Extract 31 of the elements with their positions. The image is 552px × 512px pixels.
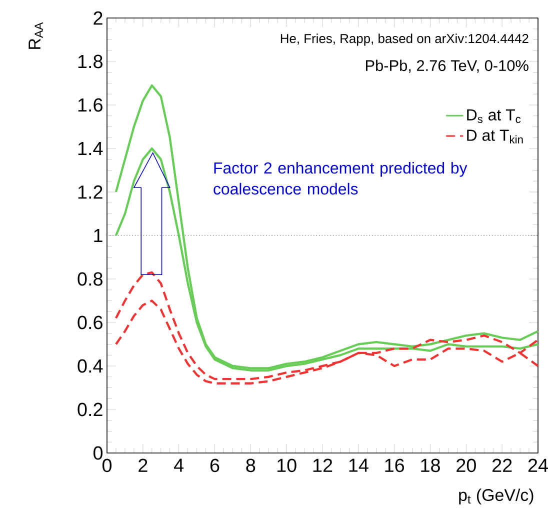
y-tick-label: 1.2 [78, 185, 102, 199]
x-tick-label: 6 [210, 458, 220, 472]
x-tick-label: 10 [277, 458, 296, 472]
x-tick-label: 12 [313, 458, 332, 472]
legend-label: D at T$_{kin}$ [467, 130, 523, 144]
y-tick-label: 0.4 [78, 359, 103, 373]
x-tick-label: 24 [528, 458, 548, 472]
y-tick-label: 2 [94, 11, 102, 25]
annotation: Pb-Pb, 2.76 TeV, 0-10% [366, 60, 528, 73]
y-axis-title: R$_{AA}$ [28, 22, 43, 49]
y-tick-label: 1 [94, 228, 102, 242]
x-axis-title: p$_{t}$ (GeV/c) [459, 488, 534, 504]
y-tick-label: 1.4 [78, 142, 103, 156]
x-tick-label: 20 [456, 458, 476, 472]
x-tick-label: 22 [492, 458, 512, 472]
legend-label: D$_{s}$ at T$_{c}$ [467, 109, 521, 124]
x-tick-label: 14 [349, 458, 368, 472]
y-tick-label: 0 [93, 446, 103, 460]
y-tick-label: 0.2 [78, 402, 102, 416]
x-tick-label: 0 [102, 458, 112, 472]
x-tick-label: 16 [385, 458, 404, 472]
y-tick-label: 1.8 [78, 54, 102, 68]
x-tick-label: 4 [174, 458, 184, 472]
y-tick-label: 0.8 [78, 272, 102, 286]
annotation: Factor 2 enhancement predicted by coalescence models [214, 162, 468, 195]
x-tick-label: 2 [138, 458, 148, 472]
y-tick-label: 0.6 [78, 316, 102, 330]
annotation: He, Fries, Rapp, based on arXiv:1204.4442 [280, 34, 528, 46]
x-tick-label: 18 [421, 458, 440, 472]
x-tick-label: 8 [246, 458, 256, 472]
y-tick-label: 1.6 [78, 98, 102, 112]
